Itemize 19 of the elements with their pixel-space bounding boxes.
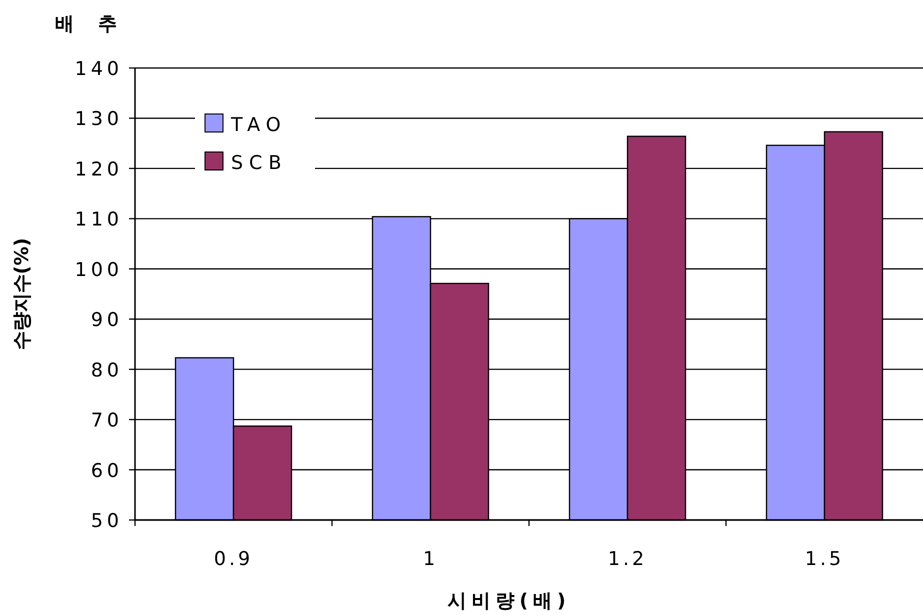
y-tick-label: 110: [74, 208, 123, 231]
y-tick-label: 140: [74, 58, 123, 80]
y-tick-label: 60: [90, 460, 123, 482]
y-tick-label: 80: [90, 359, 123, 382]
chart-title: 배추: [55, 13, 141, 35]
y-tick-label: 120: [74, 158, 123, 180]
y-tick-label: 50: [90, 510, 123, 532]
x-tick-label: 0.9: [214, 548, 254, 570]
x-axis-title: 시비량(배): [447, 590, 571, 612]
y-axis-title: 수량지수(%): [11, 238, 33, 350]
x-tick-label: 1.2: [608, 548, 648, 570]
legend-label: TAO: [230, 114, 287, 136]
x-tick-label: 1.5: [804, 548, 844, 570]
y-tick-label: 130: [74, 108, 123, 130]
y-tick-label: 100: [74, 258, 123, 281]
legend-label: SCB: [231, 152, 288, 174]
y-tick-label: 90: [90, 309, 123, 332]
y-tick-label: 70: [90, 410, 123, 432]
x-tick-label: 1: [422, 548, 438, 570]
